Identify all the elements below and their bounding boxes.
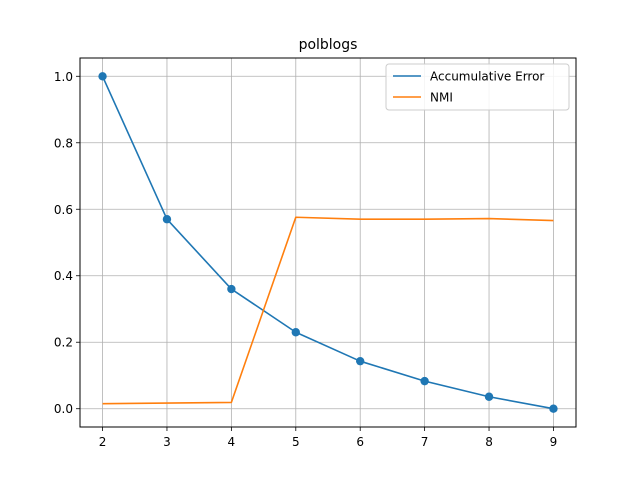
series-layer [98, 72, 558, 413]
data-point-accumulative-error [549, 404, 558, 413]
x-tick-label: 2 [99, 435, 107, 449]
y-tick-label: 0.8 [54, 136, 73, 150]
series-line-nmi [102, 216, 554, 405]
x-tick-label: 8 [485, 435, 493, 449]
legend-label: Accumulative Error [430, 70, 544, 84]
axis-ticks: 2 3 4 5 6 7 8 9 0.0 0.2 0.4 0.6 0.8 1.0 [54, 70, 557, 449]
x-tick-label: 5 [292, 435, 300, 449]
y-tick-label: 0.2 [54, 336, 73, 350]
legend-box [385, 63, 570, 111]
data-point-accumulative-error [291, 328, 300, 337]
legend-label: NMI [430, 91, 453, 105]
data-point-accumulative-error [162, 215, 172, 224]
x-tick-label: 6 [356, 435, 364, 449]
grid [80, 58, 576, 427]
series-line-accumulative-error [101, 75, 554, 410]
x-tick-label: 4 [228, 435, 236, 449]
y-tick-label: 0.6 [54, 203, 73, 217]
chart-title: polblogs [299, 37, 358, 53]
x-tick-label: 9 [550, 435, 558, 449]
x-tick-label: 7 [421, 435, 429, 449]
data-point-accumulative-error [420, 376, 429, 386]
data-point-accumulative-error [227, 284, 236, 294]
data-point-accumulative-error [98, 72, 107, 81]
legend: Accumulative Error NMI [385, 63, 570, 111]
x-tick-label: 3 [163, 435, 171, 449]
y-tick-label: 1.0 [54, 70, 73, 84]
plot-frame [79, 57, 577, 428]
data-point-accumulative-error [356, 356, 365, 366]
y-tick-label: 0.0 [54, 402, 73, 416]
data-point-accumulative-error [484, 392, 494, 401]
y-tick-label: 0.4 [54, 269, 73, 283]
